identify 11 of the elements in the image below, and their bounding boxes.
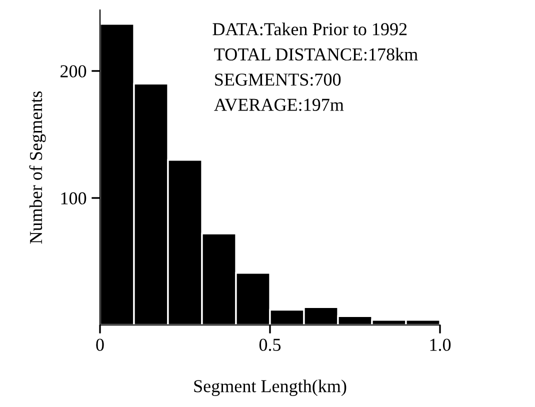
annotation: TOTAL DISTANCE:178km — [214, 48, 418, 61]
y-tick-label: 200 — [60, 65, 86, 78]
x-tick-label: 0.5 — [259, 338, 281, 351]
x-tick-label: 1.0 — [430, 338, 451, 351]
y-axis-title: Number of Segments — [29, 91, 46, 244]
x-tick-label: 0 — [96, 338, 104, 351]
annotation: SEGMENTS:700 — [215, 74, 341, 86]
annotation: DATA:Taken Prior to 1992 — [212, 22, 407, 36]
y-tick-label: 100 — [61, 192, 86, 204]
annotation: AVERAGE:197m — [214, 98, 344, 112]
x-axis-title: Segment Length(km) — [194, 380, 346, 396]
